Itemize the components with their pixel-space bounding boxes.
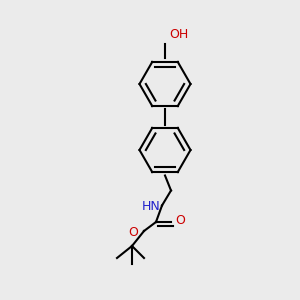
- Text: HN: HN: [142, 200, 161, 214]
- Text: O: O: [176, 214, 185, 227]
- Text: O: O: [128, 226, 138, 239]
- Text: OH: OH: [169, 28, 189, 40]
